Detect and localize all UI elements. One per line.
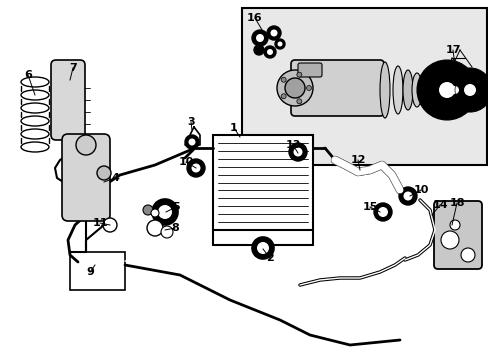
Text: 10: 10 [178,157,193,167]
Circle shape [460,248,474,262]
Circle shape [103,218,117,232]
Ellipse shape [21,142,49,152]
Ellipse shape [426,79,436,101]
Circle shape [447,68,488,112]
Circle shape [281,94,285,99]
Circle shape [251,237,273,259]
Text: 7: 7 [69,63,77,73]
Ellipse shape [379,62,389,118]
Ellipse shape [392,66,402,114]
Text: 6: 6 [24,70,32,80]
Circle shape [266,26,281,40]
Circle shape [191,163,200,172]
FancyBboxPatch shape [297,63,321,77]
Ellipse shape [21,103,49,113]
Text: 14: 14 [431,200,447,210]
Circle shape [76,135,96,155]
Text: 9: 9 [86,267,94,277]
Circle shape [256,48,261,53]
Text: 17: 17 [445,45,460,55]
Ellipse shape [21,116,49,126]
Ellipse shape [419,76,429,104]
Circle shape [142,205,153,215]
Text: 11: 11 [92,218,107,228]
Circle shape [256,34,264,42]
Text: 2: 2 [265,253,273,263]
Text: 5: 5 [172,202,180,212]
Circle shape [184,135,199,149]
Circle shape [449,220,459,230]
Circle shape [442,78,466,102]
Ellipse shape [21,77,49,87]
Circle shape [373,203,391,221]
Text: 13: 13 [285,140,300,150]
Circle shape [270,30,277,36]
Circle shape [186,159,204,177]
Circle shape [266,49,272,55]
Circle shape [450,86,458,94]
Circle shape [264,46,275,58]
Bar [242,8,486,165]
Circle shape [97,166,111,180]
Circle shape [296,99,301,104]
Circle shape [277,41,282,46]
Circle shape [463,84,475,96]
Text: 16: 16 [246,13,262,23]
Ellipse shape [402,70,412,110]
Circle shape [257,242,268,254]
Circle shape [376,206,388,218]
Circle shape [285,78,305,98]
Circle shape [147,220,163,236]
Circle shape [151,209,159,217]
Circle shape [188,139,195,145]
Text: 1: 1 [230,123,237,133]
FancyBboxPatch shape [290,60,383,116]
Circle shape [403,192,412,201]
Circle shape [440,231,458,249]
Circle shape [398,187,416,205]
Text: 8: 8 [171,223,179,233]
Text: 18: 18 [448,198,464,208]
Text: 15: 15 [362,202,377,212]
Text: 12: 12 [349,155,365,165]
Ellipse shape [21,90,49,100]
Circle shape [274,39,285,49]
Text: 10: 10 [412,185,428,195]
Circle shape [293,148,302,157]
Circle shape [438,82,454,98]
Circle shape [288,143,306,161]
Circle shape [152,199,178,225]
Circle shape [158,205,172,219]
Circle shape [296,72,301,77]
Circle shape [416,60,476,120]
Ellipse shape [21,129,49,139]
Circle shape [161,226,173,238]
Ellipse shape [411,73,421,107]
Bar [70,252,125,290]
Text: 4: 4 [111,173,119,183]
Text: 3: 3 [187,117,194,127]
FancyBboxPatch shape [433,201,481,269]
Circle shape [377,207,387,217]
Circle shape [306,85,311,90]
FancyBboxPatch shape [51,60,85,140]
Circle shape [276,70,312,106]
Bar [213,135,312,230]
FancyBboxPatch shape [62,134,110,221]
Circle shape [251,30,267,46]
Circle shape [253,45,264,55]
Circle shape [281,77,285,82]
